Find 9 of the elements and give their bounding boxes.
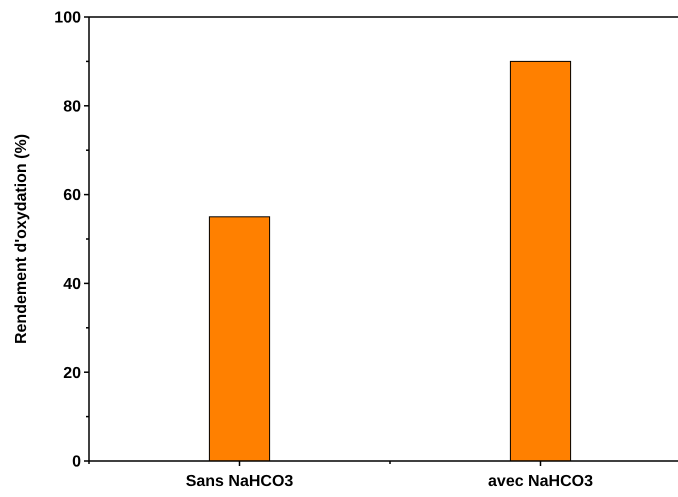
y-tick-label: 20 [63,364,82,382]
y-tick-label: 80 [63,98,82,116]
x-tick-label: Sans NaHCO3 [186,473,294,490]
y-tick-label: 40 [63,276,82,293]
x-tick-label: avec NaHCO3 [488,473,594,490]
y-tick-label: 100 [54,10,82,27]
y-tick-label: 0 [72,454,82,471]
y-tick-label: 60 [63,187,82,204]
y-axis-title: Rendement d'oxydation (%) [13,134,30,344]
